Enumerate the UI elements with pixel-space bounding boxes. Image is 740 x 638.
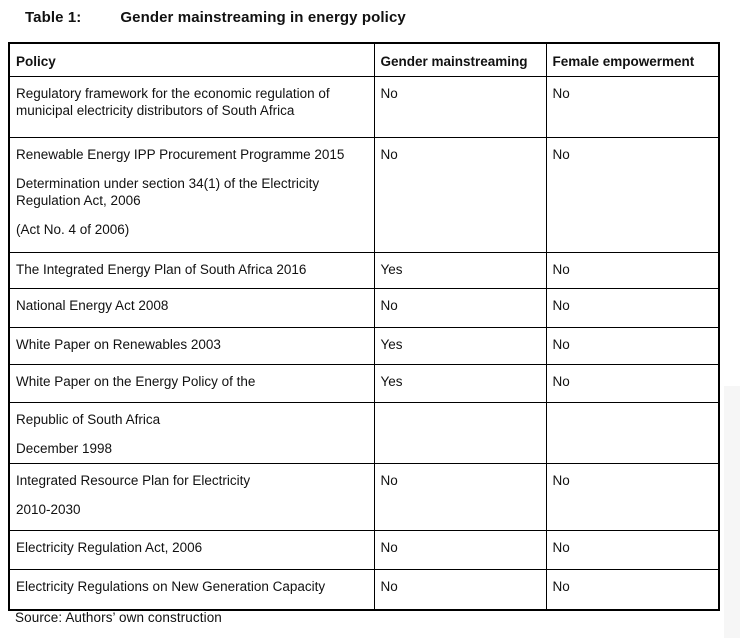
table-row: The Integrated Energy Plan of South Afri… (8, 252, 720, 289)
policy-cell: Integrated Resource Plan for Electricity… (8, 463, 375, 531)
policy-paragraph: White Paper on the Energy Policy of the (16, 374, 256, 389)
policy-cell: Renewable Energy IPP Procurement Program… (8, 137, 375, 253)
gender-mainstreaming-table: Policy Gender mainstreaming Female empower… (8, 42, 720, 611)
gender-mainstreaming-cell: Yes (373, 252, 547, 289)
female-empowerment-cell: No (545, 530, 720, 570)
gender-mainstreaming-cell: No (373, 530, 547, 570)
female-empowerment-cell: No (545, 463, 720, 531)
policy-cell: The Integrated Energy Plan of South Afri… (8, 252, 375, 289)
female-empowerment-cell: No (545, 569, 720, 610)
policy-cell: White Paper on the Energy Policy of the (8, 364, 375, 403)
gender-mainstreaming-cell: Yes (373, 364, 547, 403)
female-empowerment-cell: No (545, 76, 720, 138)
gender-mainstreaming-cell: No (373, 569, 547, 610)
female-empowerment-cell: No (545, 137, 720, 253)
policy-cell: Electricity Regulation Act, 2006 (8, 530, 375, 570)
policy-paragraph: Electricity Regulations on New Generatio… (16, 579, 326, 594)
policy-paragraph: The Integrated Energy Plan of South Afri… (16, 262, 307, 277)
female-empowerment-cell (545, 402, 720, 464)
table-row: Republic of South Africa December 1998 (8, 402, 720, 464)
policy-paragraph: (Act No. 4 of 2006) (16, 222, 130, 237)
source-note: Source: Authors’ own construction (15, 610, 222, 625)
column-header-1: Gender mainstreaming (373, 42, 547, 77)
policy-cell: White Paper on Renewables 2003 (8, 327, 375, 365)
policy-paragraph: White Paper on Renewables 2003 (16, 337, 221, 352)
policy-paragraph: Determination under section 34(1) of the… (16, 176, 320, 208)
policy-cell: National Energy Act 2008 (8, 288, 375, 328)
table-title: Table 1: Gender mainstreaming in energy … (25, 9, 406, 26)
header-row: Policy Gender mainstreaming Female empower… (8, 42, 720, 77)
gender-mainstreaming-cell: No (373, 76, 547, 138)
table-row: Regulatory framework for the economic re… (8, 76, 720, 138)
table-row: Renewable Energy IPP Procurement Program… (8, 137, 720, 253)
table-title-label: Table 1: (25, 9, 82, 26)
policy-paragraph: 2010-2030 (16, 502, 81, 517)
table-title-text: Gender mainstreaming in energy policy (120, 9, 406, 26)
policy-paragraph: Republic of South Africa (16, 412, 161, 427)
policy-cell: Republic of South Africa December 1998 (8, 402, 375, 464)
gender-mainstreaming-cell: Yes (373, 327, 547, 365)
policy-paragraph: December 1998 (16, 441, 113, 456)
table-row: Electricity Regulations on New Generatio… (8, 569, 720, 610)
column-header-2: Female empowerment (545, 42, 720, 77)
policy-table-body: Regulatory framework for the economic re… (8, 76, 720, 610)
policy-paragraph: Regulatory framework for the economic re… (16, 86, 330, 118)
table-header: Policy Gender mainstreaming Female empower… (8, 42, 720, 77)
female-empowerment-cell: No (545, 288, 720, 328)
table-row: Electricity Regulation Act, 2006 No No (8, 530, 720, 570)
female-empowerment-cell: No (545, 252, 720, 289)
policy-cell: Regulatory framework for the economic re… (8, 76, 375, 138)
gender-mainstreaming-cell (373, 402, 547, 464)
table-row: White Paper on the Energy Policy of the Y… (8, 364, 720, 403)
gender-mainstreaming-cell: No (373, 463, 547, 531)
policy-paragraph: Renewable Energy IPP Procurement Program… (16, 147, 345, 162)
female-empowerment-cell: No (545, 364, 720, 403)
scan-artifact (724, 386, 740, 638)
gender-mainstreaming-cell: No (373, 137, 547, 253)
table-row: White Paper on Renewables 2003 Yes No (8, 327, 720, 365)
policy-paragraph: National Energy Act 2008 (16, 298, 169, 313)
table-row: Integrated Resource Plan for Electricity… (8, 463, 720, 531)
policy-cell: Electricity Regulations on New Generatio… (8, 569, 375, 610)
female-empowerment-cell: No (545, 327, 720, 365)
table-row: National Energy Act 2008 No No (8, 288, 720, 328)
policy-paragraph: Electricity Regulation Act, 2006 (16, 540, 203, 555)
column-header-0: Policy (8, 42, 375, 77)
policy-paragraph: Integrated Resource Plan for Electricity (16, 473, 251, 488)
gender-mainstreaming-cell: No (373, 288, 547, 328)
